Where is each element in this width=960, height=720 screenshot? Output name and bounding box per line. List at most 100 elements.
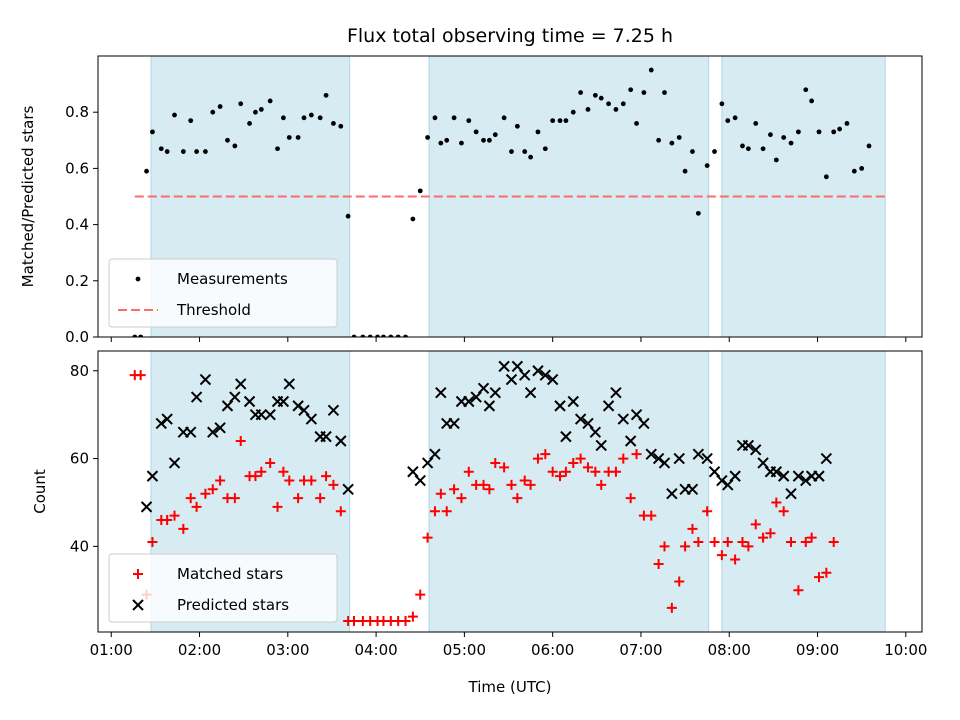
matched-stars-point — [568, 457, 579, 468]
predicted-stars-point — [168, 457, 181, 469]
predicted-stars-point — [463, 395, 475, 408]
matched-stars-point — [215, 475, 226, 486]
x-tick-label: 09:00 — [796, 641, 839, 659]
measurement-point — [451, 115, 457, 121]
measurement-point — [381, 334, 386, 337]
matched-stars-point — [709, 536, 720, 547]
x-tick-label: 07:00 — [619, 641, 662, 659]
matched-stars-point — [256, 466, 267, 477]
matched-stars-point — [321, 471, 332, 482]
predicted-stars-point — [652, 452, 665, 465]
predicted-stars-point — [477, 382, 490, 395]
measurement-point — [803, 87, 809, 93]
measurement-point — [403, 334, 408, 337]
matched-stars-point — [435, 488, 446, 499]
measurement-point — [837, 126, 842, 132]
measurement-point — [796, 129, 801, 135]
predicted-stars-point — [532, 365, 544, 377]
measurement-point — [844, 121, 850, 126]
matched-stars-point — [716, 550, 727, 561]
predicted-stars-point — [407, 466, 419, 478]
matched-stars-point — [519, 475, 530, 486]
predicted-stars-point — [483, 400, 496, 412]
y-tick-label: 0.8 — [65, 103, 89, 121]
x-tick-label: 08:00 — [708, 641, 751, 659]
measurement-point — [522, 149, 528, 154]
predicted-stars-point — [750, 444, 762, 456]
measurement-point — [158, 146, 164, 152]
predicted-stars-point — [298, 404, 310, 416]
predicted-stars-point — [283, 378, 295, 390]
matched-stars-point — [429, 506, 440, 517]
measurement-point — [138, 334, 144, 337]
predicted-stars-point — [757, 457, 769, 469]
measurement-point — [286, 135, 292, 140]
predicted-stars-point — [146, 470, 159, 482]
measurement-point — [831, 129, 837, 135]
predicted-stars-point — [342, 483, 354, 496]
predicted-stars-point — [524, 387, 537, 399]
measurement-point — [295, 135, 301, 140]
predicted-stars-point — [221, 400, 234, 412]
plot-area — [132, 56, 886, 337]
measurement-point — [704, 163, 710, 168]
matched-stars-point — [540, 449, 551, 460]
measurement-point — [851, 168, 857, 174]
measurement-point — [598, 95, 604, 101]
y-axis-label: Matched/Predicted stars — [19, 106, 37, 288]
matched-stars-point — [693, 536, 704, 547]
predicted-stars-point — [617, 413, 630, 425]
matched-stars-point — [449, 484, 460, 495]
predicted-stars-point — [567, 395, 579, 408]
matched-stars-point — [575, 453, 586, 464]
legend: Measurements Threshold — [108, 258, 338, 328]
matched-stars-point — [793, 585, 804, 596]
measurement-point — [466, 118, 472, 124]
predicted-stars-point — [722, 479, 734, 491]
predicted-stars-point — [511, 360, 524, 373]
measurement-point — [258, 106, 264, 112]
predicted-stars-point — [792, 470, 805, 482]
matched-stars-point — [250, 471, 261, 482]
matched-stars-point — [687, 523, 698, 534]
x-tick-label: 06:00 — [531, 641, 574, 659]
predicted-stars-point — [190, 391, 203, 403]
matched-stars-point — [814, 572, 824, 583]
matched-stars-point — [229, 493, 240, 504]
matched-stars-point — [200, 488, 211, 499]
predicted-stars-point — [335, 435, 347, 447]
y-tick-label: 40 — [70, 537, 89, 555]
matched-stars-point — [618, 453, 629, 464]
predicted-stars-point — [199, 373, 212, 386]
measurement-point — [444, 137, 450, 143]
y-tick-label: 80 — [70, 362, 89, 380]
predicted-stars-point — [243, 395, 256, 408]
measurement-point — [323, 92, 329, 98]
measurement-point — [823, 174, 829, 180]
matched-stars-point — [674, 576, 685, 587]
predicted-stars-point — [686, 483, 699, 496]
matched-stars-point — [750, 519, 761, 530]
legend-box — [108, 553, 338, 623]
measurement-point — [247, 121, 252, 126]
matched-stars-point — [525, 479, 536, 490]
measurement-point — [253, 109, 258, 115]
measurement-point — [351, 334, 357, 337]
measurement-point — [563, 118, 569, 124]
measurement-point — [585, 106, 591, 112]
matched-stars-point — [828, 536, 839, 547]
measurement-point — [773, 157, 779, 163]
matched-stars-point — [400, 616, 411, 627]
measurement-point — [338, 123, 344, 129]
predicted-stars-point — [785, 487, 797, 500]
predicted-stars-point — [489, 387, 501, 399]
measurement-point — [634, 121, 639, 126]
measurement-point — [275, 146, 280, 152]
predicted-stars-point — [214, 422, 226, 434]
predicted-stars-point — [414, 474, 426, 487]
matched-stars-point — [265, 457, 276, 468]
legend-measurements-marker — [135, 276, 141, 282]
matched-stars-point — [191, 501, 202, 512]
matched-stars-point — [207, 484, 218, 495]
y-tick-label: 0.0 — [65, 328, 89, 346]
